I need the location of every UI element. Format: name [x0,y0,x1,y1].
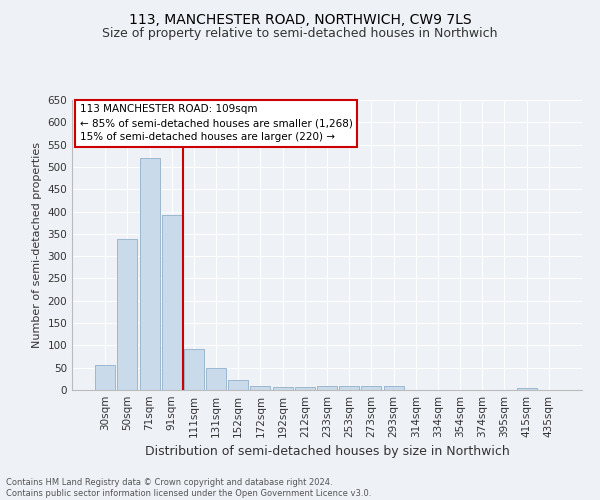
Text: Contains HM Land Registry data © Crown copyright and database right 2024.
Contai: Contains HM Land Registry data © Crown c… [6,478,371,498]
Bar [228,380,248,390]
Bar [118,239,137,390]
Text: 113, MANCHESTER ROAD, NORTHWICH, CW9 7LS: 113, MANCHESTER ROAD, NORTHWICH, CW9 7LS [128,12,472,26]
X-axis label: Distribution of semi-detached houses by size in Northwich: Distribution of semi-detached houses by … [145,446,509,458]
Bar [95,364,115,390]
Bar [162,214,182,390]
Bar [272,387,293,390]
Bar [184,348,204,390]
Bar [140,158,160,390]
Bar [295,387,315,390]
Y-axis label: Number of semi-detached properties: Number of semi-detached properties [32,142,42,348]
Bar [517,388,536,390]
Bar [206,368,226,390]
Bar [250,386,271,390]
Text: Size of property relative to semi-detached houses in Northwich: Size of property relative to semi-detach… [102,28,498,40]
Bar [383,386,404,390]
Text: 113 MANCHESTER ROAD: 109sqm
← 85% of semi-detached houses are smaller (1,268)
15: 113 MANCHESTER ROAD: 109sqm ← 85% of sem… [80,104,353,142]
Bar [339,386,359,390]
Bar [317,386,337,390]
Bar [361,386,382,390]
